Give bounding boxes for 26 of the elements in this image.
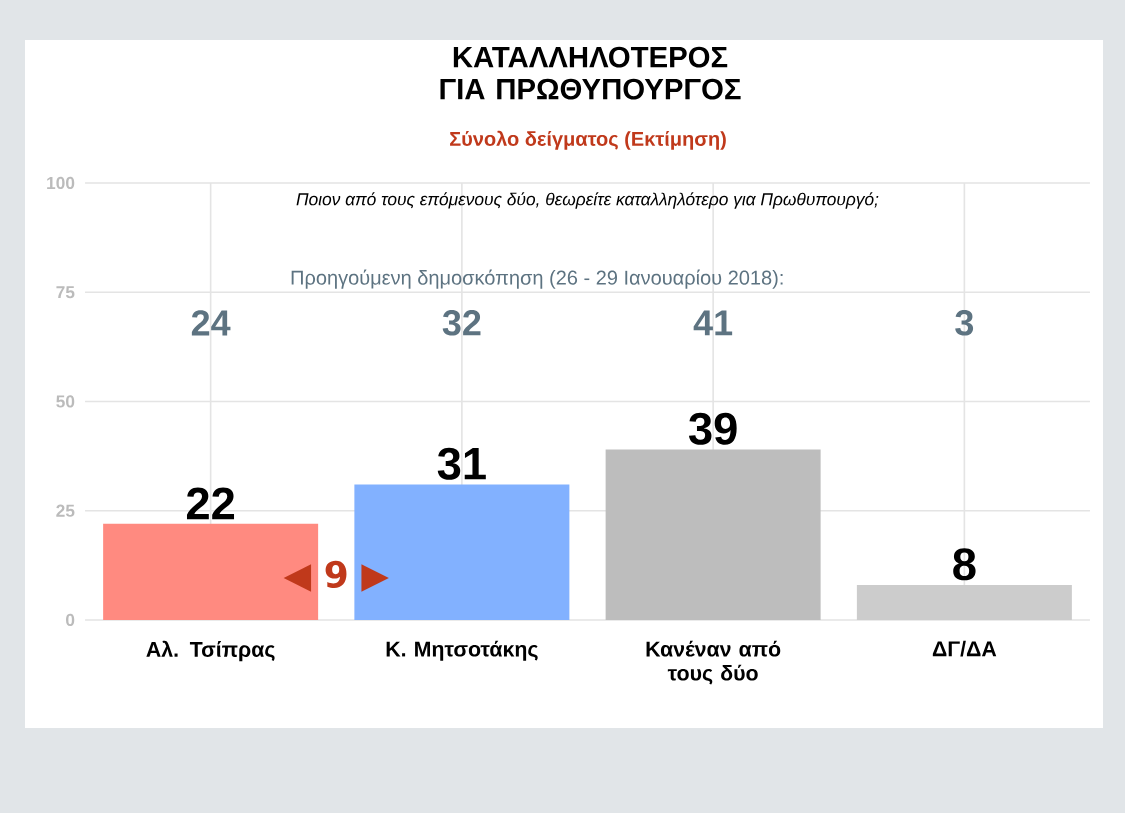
data-label: 22 [186, 487, 235, 520]
annotation: Προηγούμενη δημοσκόπηση (26 - 29 Ιανουαρίου 2018): [291, 269, 783, 289]
chart-subtitle: Σύνολο δείγματος (Εκτίμηση) [450, 130, 726, 150]
y-tick-label: 100 [47, 176, 75, 190]
annotation: 3 [955, 310, 974, 336]
data-label: 8 [953, 548, 976, 581]
annotation: 32 [442, 310, 481, 336]
annotation: Ποιον από τους επόμενους δύο, θεωρείτε καταλληλότερο για Πρωθυπουργό; [296, 192, 879, 209]
annotation: ◀ 9 ▶ [283, 560, 389, 592]
chart-title: ΚΑΤΑΛΛΗΛΟΤΕΡΟΣ ΓΙΑ ΠΡΩΘΥΠΟΥΡΓΟΣ [440, 46, 741, 100]
annotation: 41 [693, 310, 733, 336]
y-tick-label: 25 [56, 504, 75, 517]
y-tick-label: 0 [66, 613, 75, 627]
data-label: 39 [688, 412, 737, 445]
x-tick-label: Κανέναν από τους δύο [646, 640, 781, 685]
annotation: 24 [191, 310, 231, 336]
bar [856, 585, 1072, 620]
bar [354, 484, 570, 620]
bar [103, 523, 319, 620]
y-tick-label: 50 [56, 395, 75, 408]
data-label: 31 [437, 447, 486, 480]
x-tick-label: Αλ. Τσίπρας [146, 640, 275, 662]
x-tick-label: Κ. Μητσοτάκης [386, 640, 538, 661]
bar [605, 449, 821, 620]
x-tick-label: ΔΓ/ΔΑ [932, 640, 997, 657]
y-tick-label: 75 [56, 286, 75, 299]
